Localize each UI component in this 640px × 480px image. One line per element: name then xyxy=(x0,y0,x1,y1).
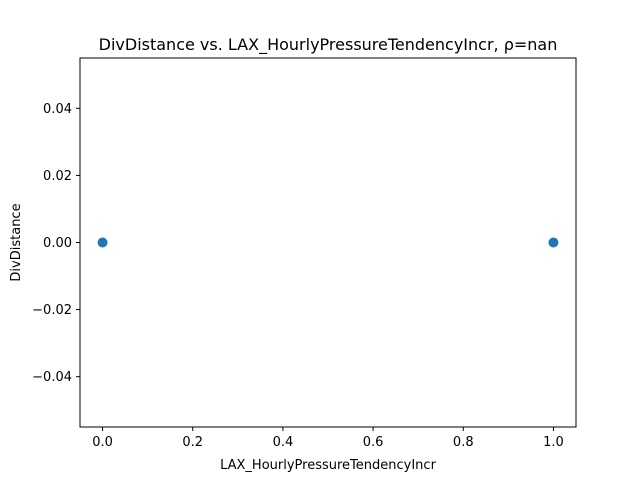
y-axis-ticks: −0.04 −0.02 0.00 0.02 0.04 xyxy=(32,102,80,385)
chart-title: DivDistance vs. LAX_HourlyPressureTenden… xyxy=(99,35,558,55)
x-tick-label: 1.0 xyxy=(543,435,564,450)
x-tick-label: 0.0 xyxy=(92,435,113,450)
x-tick-label: 0.2 xyxy=(182,435,203,450)
x-tick-label: 0.6 xyxy=(363,435,384,450)
y-tick-label: −0.04 xyxy=(32,370,72,385)
y-tick-label: −0.02 xyxy=(32,303,72,318)
x-tick-label: 0.4 xyxy=(273,435,294,450)
y-tick-label: 0.02 xyxy=(43,169,72,184)
x-tick-label: 0.8 xyxy=(453,435,474,450)
scatter-point xyxy=(97,237,108,248)
scatter-point xyxy=(548,237,559,248)
x-axis-label: LAX_HourlyPressureTendencyIncr xyxy=(220,458,436,473)
y-axis-label: DivDistance xyxy=(9,203,24,281)
data-points xyxy=(97,237,559,248)
x-axis-ticks: 0.0 0.2 0.4 0.6 0.8 1.0 xyxy=(92,427,564,450)
y-tick-label: 0.00 xyxy=(43,236,72,251)
y-tick-label: 0.04 xyxy=(43,102,72,117)
